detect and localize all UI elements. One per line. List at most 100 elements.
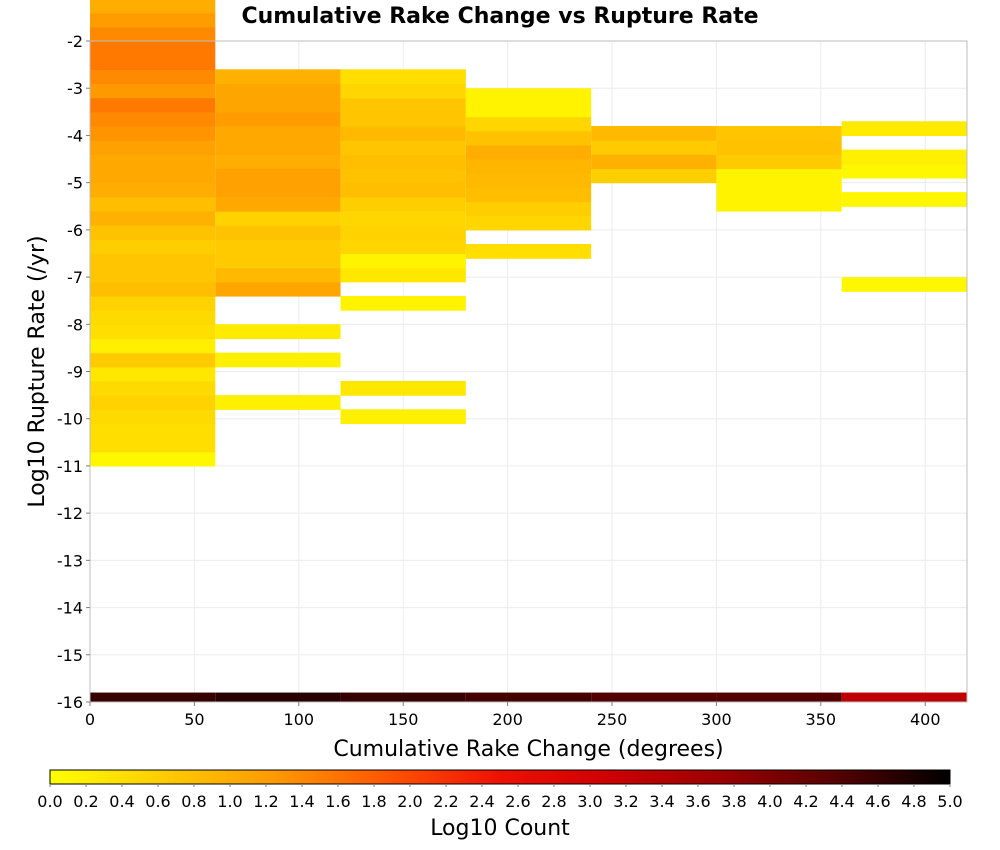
heatmap-cell bbox=[215, 281, 341, 297]
heatmap-cell bbox=[90, 0, 216, 14]
x-tick-label: 50 bbox=[184, 710, 204, 729]
heatmap-cell bbox=[90, 437, 216, 453]
y-tick-label: -2 bbox=[67, 32, 83, 51]
heatmap-cell bbox=[716, 125, 842, 141]
x-tick-label: 400 bbox=[910, 710, 941, 729]
heatmap-cell bbox=[215, 395, 341, 410]
heatmap-cell bbox=[841, 277, 967, 292]
heatmap-cell bbox=[465, 201, 592, 217]
colorbar-tick-label: 2.6 bbox=[505, 792, 530, 811]
heatmap-cell bbox=[841, 121, 967, 137]
heatmap-cell bbox=[340, 225, 466, 240]
heatmap-cell bbox=[90, 310, 216, 325]
heatmap-cell bbox=[716, 168, 842, 184]
heatmap-cell bbox=[215, 225, 341, 240]
x-tick-label: 150 bbox=[388, 710, 419, 729]
heatmap-cell bbox=[340, 69, 466, 85]
heatmap-cell bbox=[340, 196, 466, 212]
heatmap-cell bbox=[90, 196, 216, 212]
heatmap-cell-bottom bbox=[591, 692, 717, 702]
heatmap-cell bbox=[340, 140, 466, 155]
y-tick-label: -4 bbox=[67, 126, 83, 145]
heatmap-cell bbox=[90, 423, 216, 439]
colorbar-tick-label: 0.0 bbox=[37, 792, 62, 811]
heatmap-cell bbox=[215, 97, 341, 113]
heatmap-cell bbox=[465, 116, 592, 132]
colorbar-tick-label: 1.0 bbox=[217, 792, 242, 811]
y-tick-label: -14 bbox=[57, 599, 83, 618]
heatmap-cell bbox=[90, 338, 216, 354]
colorbar-tick-label: 3.6 bbox=[685, 792, 710, 811]
heatmap-cell bbox=[90, 409, 216, 425]
y-tick-label: -5 bbox=[67, 174, 83, 193]
heatmap-cell bbox=[90, 97, 216, 113]
x-tick-label: 250 bbox=[597, 710, 628, 729]
heatmap-cell bbox=[90, 324, 216, 340]
chart-title: Cumulative Rake Change vs Rupture Rate bbox=[241, 4, 758, 29]
x-axis-label: Cumulative Rake Change (degrees) bbox=[333, 737, 723, 762]
heatmap-cell bbox=[340, 409, 466, 425]
heatmap-cell bbox=[215, 140, 341, 155]
heatmap-cell bbox=[340, 239, 466, 255]
heatmap-cell bbox=[465, 144, 592, 160]
colorbar-tick-label: 1.6 bbox=[325, 792, 350, 811]
y-axis-label: Log10 Rupture Rate (/yr) bbox=[25, 235, 50, 507]
heatmap-cell bbox=[215, 69, 341, 85]
heatmap-cell bbox=[215, 267, 341, 283]
x-tick-label: 0 bbox=[85, 710, 95, 729]
axis-ticks: 0 50 100 150 200 250 300 350 400 -2 -3 -4 -5 -6 -7 -8 -9… bbox=[57, 32, 941, 729]
heatmap-cell bbox=[340, 253, 466, 269]
heatmap-cell bbox=[841, 149, 967, 165]
y-tick-label: -13 bbox=[57, 551, 83, 570]
heatmap-cell bbox=[465, 88, 592, 103]
heatmap-cell-bottom bbox=[215, 692, 341, 702]
heatmap-cell bbox=[90, 111, 216, 127]
colorbar-tick-label: 4.0 bbox=[757, 792, 782, 811]
heatmap-cell bbox=[90, 55, 216, 70]
heatmap-cell bbox=[716, 196, 842, 212]
heatmap-cell bbox=[215, 182, 341, 198]
heatmap-cell bbox=[841, 163, 967, 179]
heatmap-cell bbox=[716, 182, 842, 198]
heatmap-cell bbox=[90, 451, 216, 467]
heatmap-cell bbox=[340, 380, 466, 396]
heatmap-cell bbox=[90, 253, 216, 269]
heatmap-cell bbox=[841, 192, 967, 207]
y-tick-label: -15 bbox=[57, 646, 83, 665]
y-tick-label: -7 bbox=[67, 268, 83, 287]
colorbar-tick-label: 2.0 bbox=[397, 792, 422, 811]
colorbar-tick-label: 1.2 bbox=[253, 792, 278, 811]
heatmap-cell bbox=[215, 196, 341, 212]
colorbar-tick-label: 1.8 bbox=[361, 792, 386, 811]
heatmap-cell bbox=[90, 41, 216, 56]
y-tick-label: -8 bbox=[67, 315, 83, 334]
y-tick-label: -12 bbox=[57, 504, 83, 523]
heatmap-cell bbox=[90, 225, 216, 240]
heatmap-cell bbox=[215, 253, 341, 269]
heatmap-cell bbox=[90, 295, 216, 311]
x-tick-label: 300 bbox=[701, 710, 732, 729]
colorbar-tick-label: 4.2 bbox=[793, 792, 818, 811]
heatmap-cell bbox=[340, 182, 466, 198]
colorbar-tick-label: 3.0 bbox=[577, 792, 602, 811]
colorbar-tick-label: 0.4 bbox=[109, 792, 134, 811]
colorbar-tick-label: 2.2 bbox=[433, 792, 458, 811]
y-tick-label: -16 bbox=[57, 693, 83, 712]
colorbar-ticks: 0.0 0.2 0.4 0.6 0.8 1.0 1.2 1.4 1.6 1.8 2.0 2.2 2.4 2… bbox=[37, 784, 963, 811]
y-tick-label: -6 bbox=[67, 221, 83, 240]
heatmap-cell bbox=[591, 125, 717, 141]
heatmap-cell bbox=[90, 12, 216, 28]
colorbar-tick-label: 5.0 bbox=[937, 792, 962, 811]
heatmap-cell bbox=[90, 182, 216, 198]
y-tick-label: -10 bbox=[57, 410, 83, 429]
heatmap-cell bbox=[90, 267, 216, 283]
heatmap-cell bbox=[340, 295, 466, 311]
heatmap-cell-bottom bbox=[465, 692, 592, 702]
heatmap-cell bbox=[90, 210, 216, 226]
x-tick-label: 200 bbox=[492, 710, 523, 729]
heatmap-cell bbox=[90, 239, 216, 255]
heatmap-cell bbox=[340, 111, 466, 127]
heatmap-cell-bottom bbox=[841, 692, 967, 702]
heatmap-cell bbox=[90, 281, 216, 297]
heatmap-cell bbox=[340, 267, 466, 283]
